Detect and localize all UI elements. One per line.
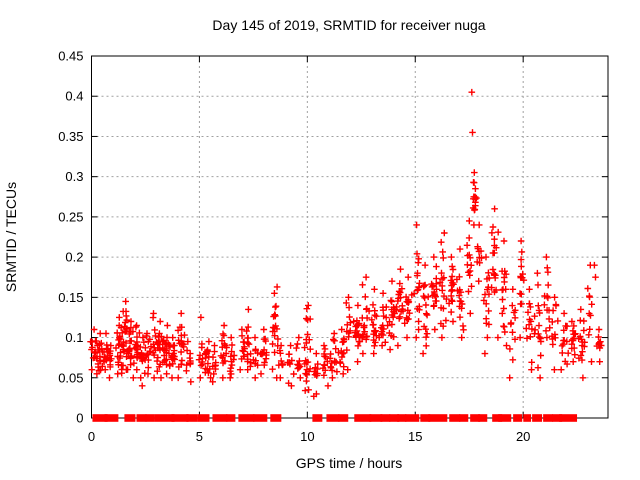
zero-value-markers [492,414,503,422]
zero-value-markers [326,414,340,422]
scatter-markers [87,88,605,400]
zero-value-markers [532,414,543,422]
y-tick-label: 0.1 [65,330,83,345]
zero-value-markers [253,414,268,422]
zero-value-markers [186,414,198,422]
y-axis-label: SRMTID / TECUs [3,182,19,292]
y-tick-label: 0.25 [58,209,83,224]
zero-value-markers [338,414,349,422]
zero-value-markers [552,414,563,422]
zero-value-markers [154,414,175,422]
x-tick-label: 10 [300,429,314,444]
tick-labels: 0 5 10 15 20 0 0.05 0.1 0.15 0.2 0.25 0.3 0.35 0.4 0.4… [58,49,530,445]
axes-frame [91,55,609,419]
zero-value-markers [270,414,282,422]
zero-value-markers [478,414,488,422]
zero-value-markers [397,414,407,422]
zero-value-markers [513,414,523,422]
zero-value-markers [470,414,481,422]
zero-value-markers [449,414,461,422]
zero-value-markers [171,414,189,422]
zero-value-markers [92,414,108,422]
zero-value-markers [405,414,420,422]
zero-value-markers [238,414,255,422]
zero-value-markers [145,414,155,422]
x-tick-label: 15 [408,429,422,444]
x-tick-label: 0 [88,429,95,444]
y-tick-label: 0.3 [65,169,83,184]
zero-value-markers [124,414,136,422]
zero-value-markers [226,414,236,422]
zero-value-markers [459,414,469,422]
zero-value-markers [197,414,210,422]
zero-value-markers [136,414,147,422]
chart-title: Day 145 of 2019, SRMTID for receiver nug… [212,17,485,33]
zero-value-markers [104,414,119,422]
x-tick-label: 20 [516,429,530,444]
zero-value-markers [312,414,323,422]
y-tick-label: 0 [76,411,83,426]
data-points [87,88,605,422]
zero-value-markers [212,414,228,422]
x-axis-label: GPS time / hours [296,455,403,471]
zero-value-markers [369,414,383,422]
zero-value-markers [498,414,512,422]
x-tick-label: 5 [196,429,203,444]
y-tick-label: 0.45 [58,49,83,64]
zero-value-markers [543,414,554,422]
zero-value-markers [428,414,448,422]
zero-value-markers [389,414,400,422]
y-tick-label: 0.4 [65,89,83,104]
zero-value-markers [420,414,431,422]
y-tick-label: 0.05 [58,370,83,385]
zero-value-markers [523,414,532,422]
y-tick-label: 0.35 [58,129,83,144]
zero-value-markers [559,414,578,422]
y-tick-label: 0.2 [65,250,83,265]
zero-value-markers [380,414,391,422]
zero-value-markers [354,414,372,422]
y-tick-label: 0.15 [58,290,83,305]
